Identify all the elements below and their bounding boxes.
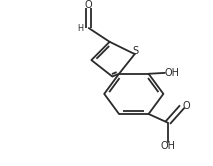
Text: OH: OH — [164, 68, 179, 78]
Text: O: O — [183, 101, 190, 111]
Text: H: H — [78, 24, 84, 33]
Text: S: S — [133, 46, 139, 56]
Text: OH: OH — [161, 141, 176, 151]
Text: O: O — [85, 0, 93, 10]
